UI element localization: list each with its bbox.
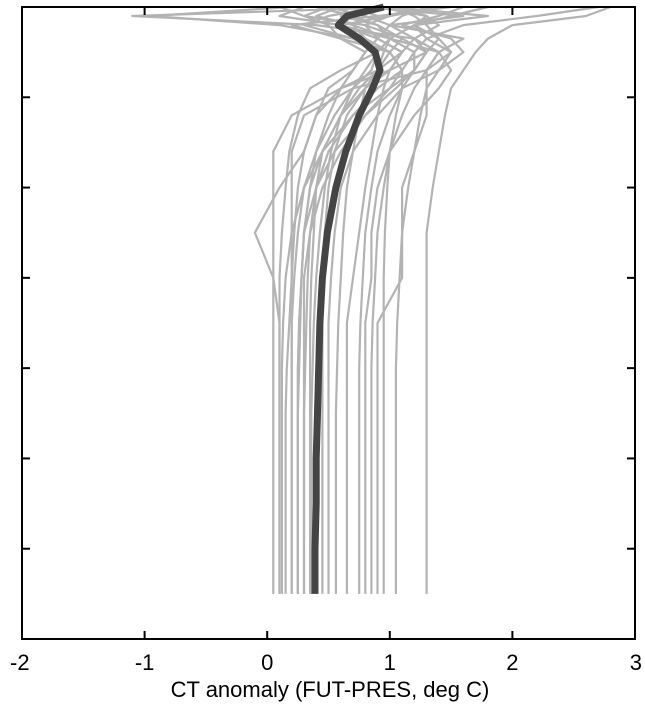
ensemble-lines-group — [131, 5, 611, 594]
x-tick-label-4: 2 — [506, 650, 518, 675]
mean-line-group — [311, 3, 385, 594]
x-tick-label-3: 1 — [384, 650, 396, 675]
ensemble-member-line-19 — [334, 5, 404, 594]
x-tick-label-1: -1 — [135, 650, 155, 675]
ensemble-member-line-18 — [327, 5, 465, 594]
y-axis-ticks — [22, 96, 635, 550]
ensemble-member-line-25 — [290, 6, 379, 594]
ensemble-member-line-14 — [309, 5, 489, 594]
x-tick-label-5: 3 — [630, 650, 642, 675]
plot-frame — [21, 6, 636, 640]
ensemble-member-line-17 — [253, 5, 367, 594]
ensemble-member-line-16 — [370, 5, 440, 594]
x-axis-label: CT anomaly (FUT-PRES, deg C) — [171, 677, 490, 702]
ensemble-member-line-9 — [425, 5, 611, 594]
x-axis-ticks — [21, 7, 636, 639]
ensemble-member-line-2 — [149, 5, 379, 594]
x-tick-label-0: -2 — [10, 650, 30, 675]
ensemble-member-line-6 — [365, 5, 465, 594]
ensemble-member-line-24 — [394, 5, 453, 594]
ensemble-member-line-20 — [382, 5, 440, 594]
ensemble-member-line-22 — [321, 5, 439, 594]
x-axis-tick-labels: -2 -1 0 1 2 3 — [10, 650, 642, 675]
ensemble-mean-line — [311, 3, 385, 594]
x-tick-label-2: 0 — [261, 650, 273, 675]
